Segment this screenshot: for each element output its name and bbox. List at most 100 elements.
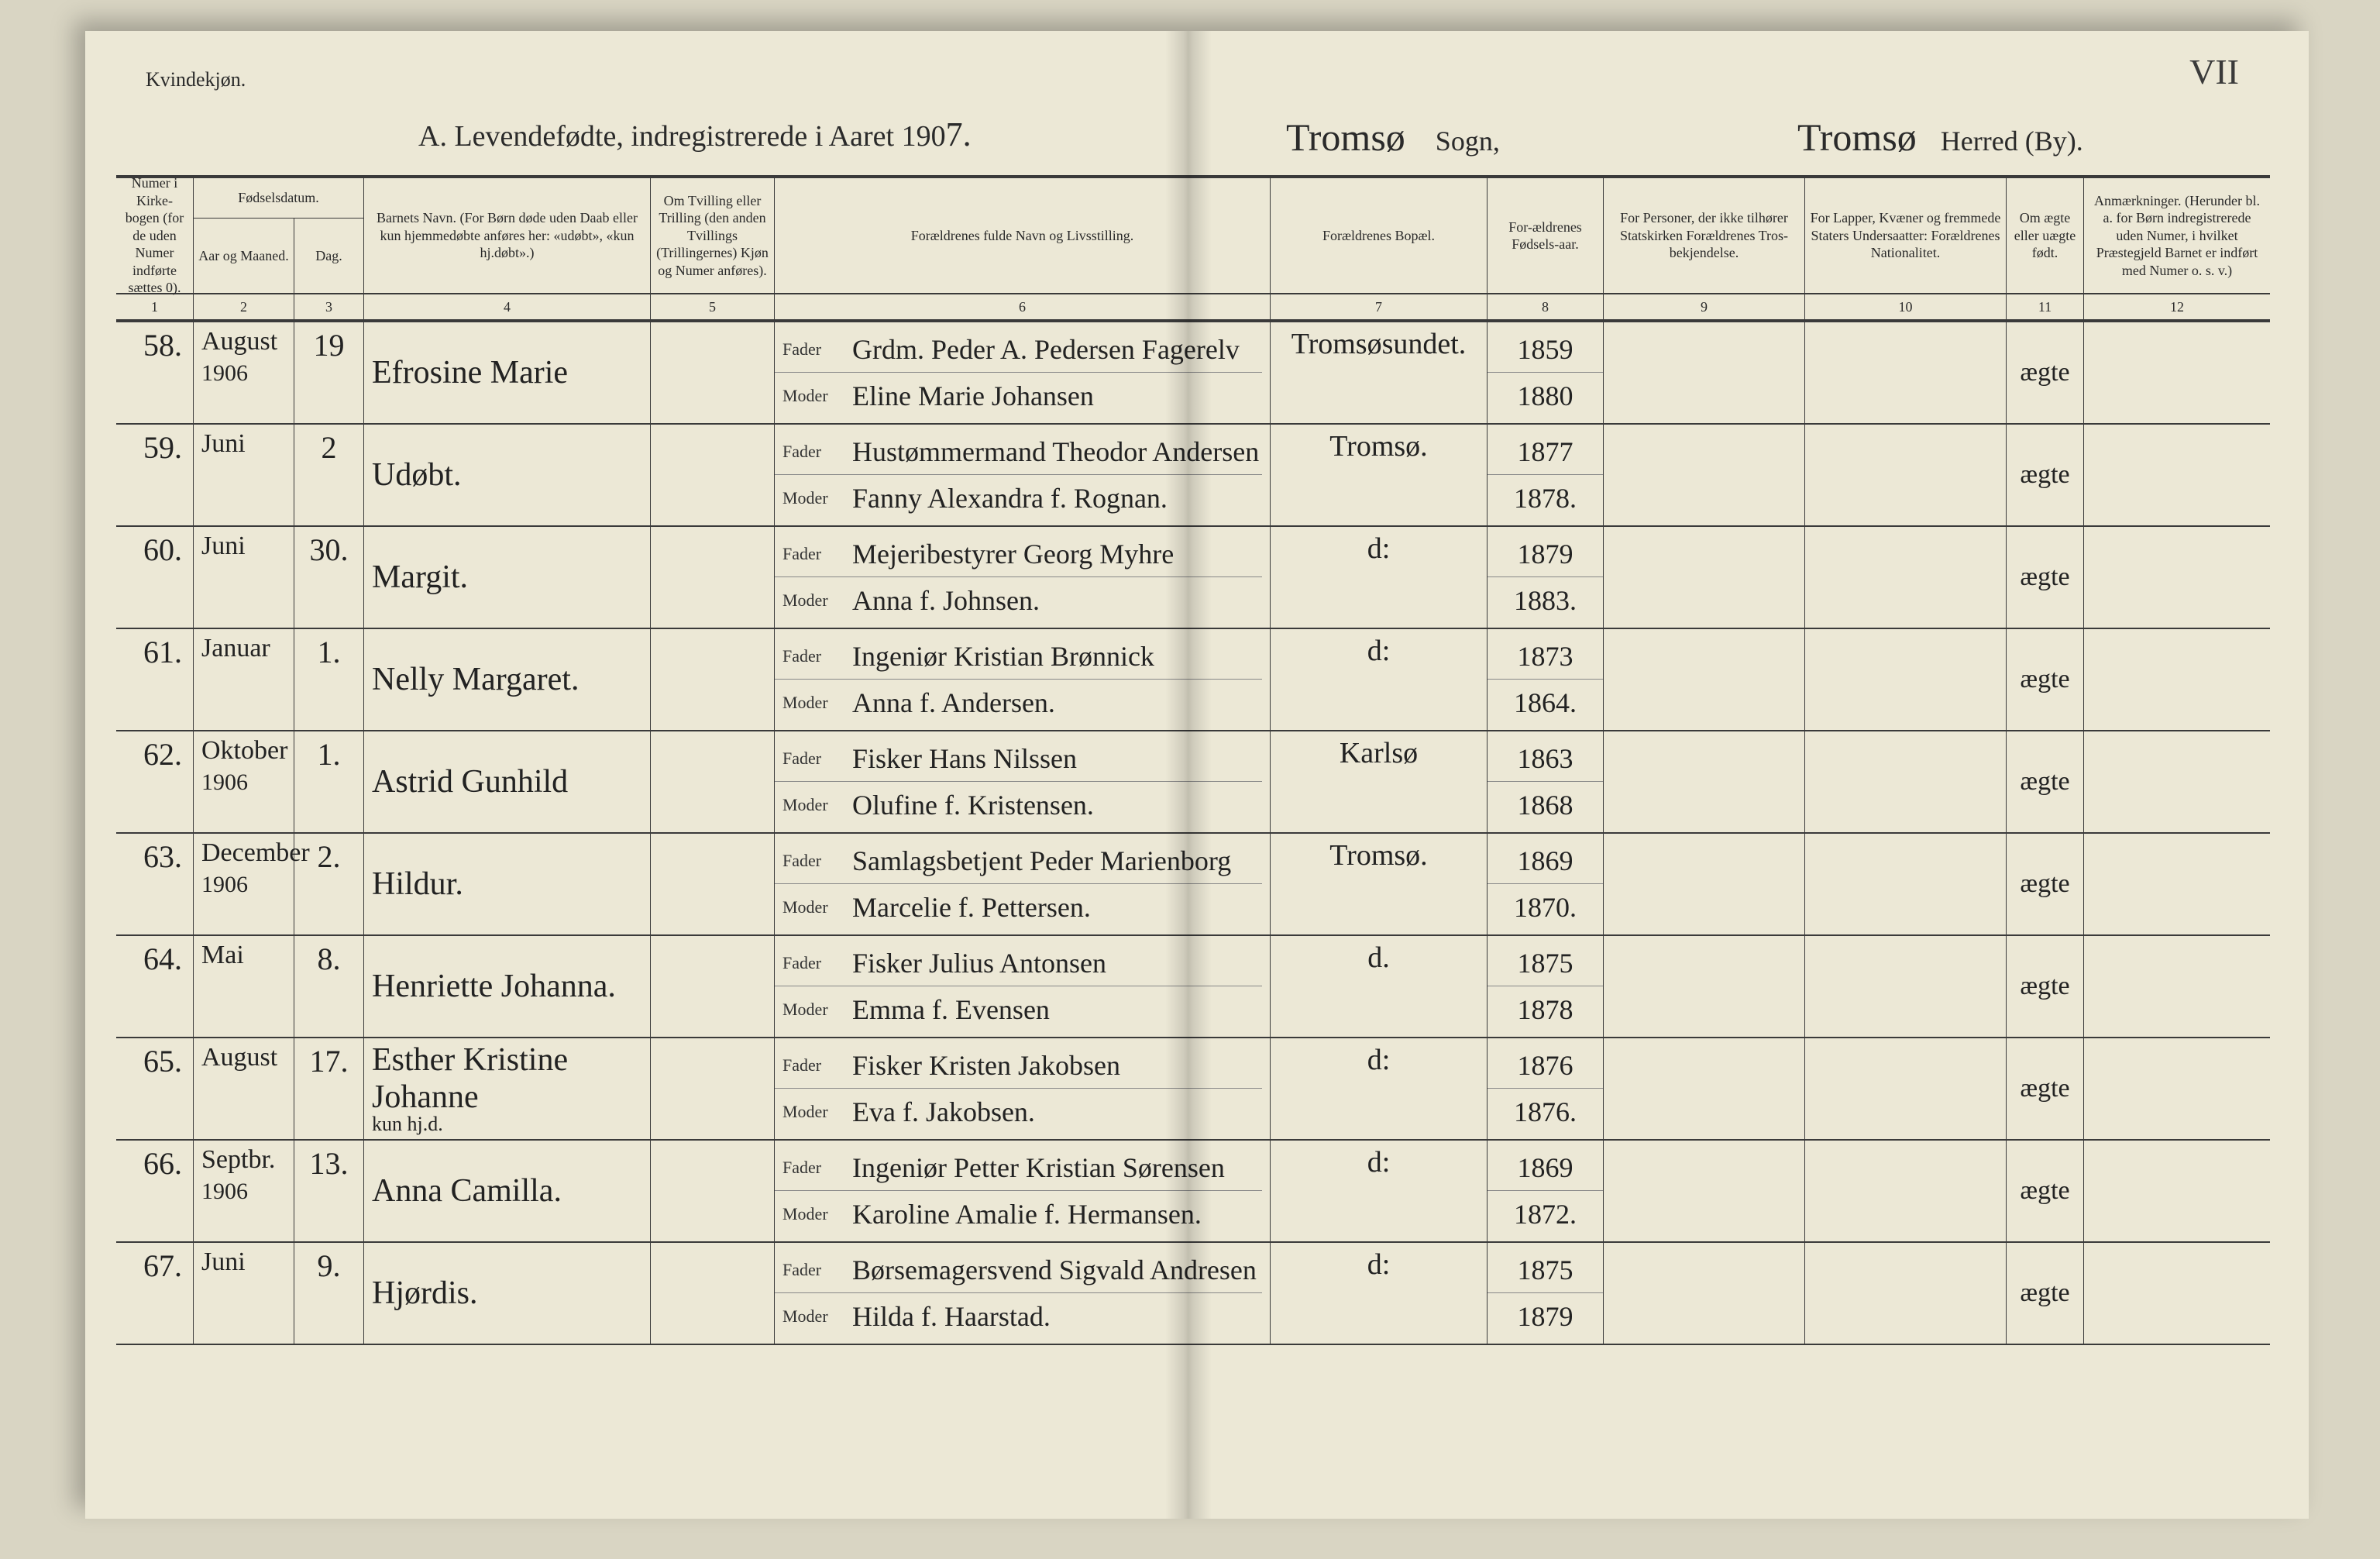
fader-label: Fader xyxy=(782,1260,852,1280)
entry-name: Hjørdis. xyxy=(364,1243,651,1344)
herred-block: Tromsø Herred (By). xyxy=(1797,115,2083,160)
entry-moder: Emma f. Evensen xyxy=(852,993,1050,1026)
col-header-9: For Personer, der ikke tilhører Statskir… xyxy=(1604,178,1805,293)
entry-nationality xyxy=(1805,731,2007,832)
entry-parent-years: 18591880 xyxy=(1488,322,1604,423)
entry-parents: FaderFisker Kristen JakobsenModerEva f. … xyxy=(775,1038,1271,1139)
entry-remarks xyxy=(2084,322,2270,423)
moder-label: Moder xyxy=(782,1102,852,1122)
entry-bopel: Tromsø. xyxy=(1271,834,1488,934)
table-row: 58.August190619Efrosine MarieFaderGrdm. … xyxy=(116,322,2270,425)
entry-nationality xyxy=(1805,1038,2007,1139)
colnum-8: 8 xyxy=(1488,294,1604,319)
entry-parents: FaderFisker Julius AntonsenModerEmma f. … xyxy=(775,936,1271,1037)
entry-fader: Ingeniør Petter Kristian Sørensen xyxy=(852,1151,1225,1184)
entry-bopel: d. xyxy=(1271,936,1488,1037)
col-header-1: Numer i Kirke-bogen (for de uden Numer i… xyxy=(116,178,194,293)
entry-twin xyxy=(651,834,775,934)
entry-month: Oktober1906 xyxy=(194,731,294,832)
entry-parents: FaderHustømmermand Theodor AndersenModer… xyxy=(775,425,1271,525)
entry-twin xyxy=(651,1038,775,1139)
register-title: A. Levendefødte, indregistrerede i Aaret… xyxy=(418,115,972,154)
entry-parents: FaderSamlagsbetjent Peder MarienborgMode… xyxy=(775,834,1271,934)
moder-label: Moder xyxy=(782,1204,852,1224)
entry-remarks xyxy=(2084,425,2270,525)
entry-moder: Olufine f. Kristensen. xyxy=(852,789,1094,821)
entry-bopel: d: xyxy=(1271,629,1488,730)
entry-month: Juni xyxy=(194,1243,294,1344)
entry-remarks xyxy=(2084,936,2270,1037)
fader-label: Fader xyxy=(782,851,852,871)
entry-parent-years: 18791883. xyxy=(1488,527,1604,628)
entry-aegte: ægte xyxy=(2007,425,2084,525)
entry-parent-years: 18691870. xyxy=(1488,834,1604,934)
entry-fader: Fisker Kristen Jakobsen xyxy=(852,1049,1120,1082)
entry-day: 13. xyxy=(294,1141,364,1241)
entry-moder: Anna f. Johnsen. xyxy=(852,584,1040,617)
fader-label: Fader xyxy=(782,1158,852,1178)
entry-parents: FaderGrdm. Peder A. Pedersen FagerelvMod… xyxy=(775,322,1271,423)
entry-moder: Karoline Amalie f. Hermansen. xyxy=(852,1198,1202,1230)
col-header-2: Aar og Maaned. xyxy=(194,219,294,293)
fader-label: Fader xyxy=(782,749,852,769)
col-header-2-3: Fødselsdatum. Aar og Maaned. Dag. xyxy=(194,178,364,293)
entry-name: Udøbt. xyxy=(364,425,651,525)
entry-parent-years: 18691872. xyxy=(1488,1141,1604,1241)
entry-parent-years: 18761876. xyxy=(1488,1038,1604,1139)
moder-label: Moder xyxy=(782,590,852,611)
entry-aegte: ægte xyxy=(2007,731,2084,832)
colnum-10: 10 xyxy=(1805,294,2007,319)
entry-name: Margit. xyxy=(364,527,651,628)
entry-parents: FaderIngeniør Petter Kristian SørensenMo… xyxy=(775,1141,1271,1241)
herred-name: Tromsø xyxy=(1797,115,1917,159)
moder-label: Moder xyxy=(782,897,852,917)
entry-moder: Fanny Alexandra f. Rognan. xyxy=(852,482,1168,515)
colnum-5: 5 xyxy=(651,294,775,319)
entry-number: 61. xyxy=(116,629,194,730)
colnum-3: 3 xyxy=(294,294,364,319)
entry-parent-years: 18751878 xyxy=(1488,936,1604,1037)
entry-day: 19 xyxy=(294,322,364,423)
entry-name: Efrosine Marie xyxy=(364,322,651,423)
table-row: 59.Juni2Udøbt.FaderHustømmermand Theodor… xyxy=(116,425,2270,527)
entry-nationality xyxy=(1805,322,2007,423)
entry-month: August1906 xyxy=(194,322,294,423)
entry-moder: Anna f. Andersen. xyxy=(852,687,1055,719)
entry-name: Anna Camilla. xyxy=(364,1141,651,1241)
entry-remarks xyxy=(2084,834,2270,934)
entry-parent-years: 18751879 xyxy=(1488,1243,1604,1344)
entry-day: 30. xyxy=(294,527,364,628)
entry-number: 67. xyxy=(116,1243,194,1344)
entry-month: Juni xyxy=(194,425,294,525)
entry-fader: Grdm. Peder A. Pedersen Fagerelv xyxy=(852,333,1240,366)
entry-twin xyxy=(651,731,775,832)
entry-day: 9. xyxy=(294,1243,364,1344)
entry-moder: Eva f. Jakobsen. xyxy=(852,1096,1035,1128)
entry-aegte: ægte xyxy=(2007,1038,2084,1139)
gender-label: Kvindekjøn. xyxy=(146,68,246,91)
entry-name: Hildur. xyxy=(364,834,651,934)
entry-faith xyxy=(1604,322,1805,423)
entry-nationality xyxy=(1805,629,2007,730)
colnum-2: 2 xyxy=(194,294,294,319)
col-header-8: For-ældrenes Fødsels-aar. xyxy=(1488,178,1604,293)
entry-month: Septbr.1906 xyxy=(194,1141,294,1241)
entry-day: 2 xyxy=(294,425,364,525)
entry-nationality xyxy=(1805,936,2007,1037)
entry-aegte: ægte xyxy=(2007,936,2084,1037)
entry-bopel: d: xyxy=(1271,1141,1488,1241)
colnum-9: 9 xyxy=(1604,294,1805,319)
entry-twin xyxy=(651,322,775,423)
entry-nationality xyxy=(1805,1141,2007,1241)
entry-fader: Ingeniør Kristian Brønnick xyxy=(852,640,1154,673)
entry-day: 1. xyxy=(294,629,364,730)
table-row: 61.Januar1.Nelly Margaret.FaderIngeniør … xyxy=(116,629,2270,731)
colnum-1: 1 xyxy=(116,294,194,319)
entry-number: 64. xyxy=(116,936,194,1037)
entry-nationality xyxy=(1805,527,2007,628)
entry-month: August xyxy=(194,1038,294,1139)
entry-number: 63. xyxy=(116,834,194,934)
entry-name: Astrid Gunhild xyxy=(364,731,651,832)
entry-aegte: ægte xyxy=(2007,1243,2084,1344)
entry-faith xyxy=(1604,527,1805,628)
